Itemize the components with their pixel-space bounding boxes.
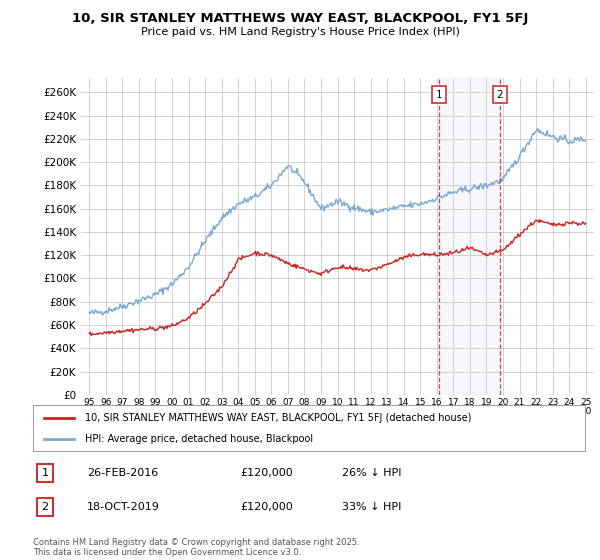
Text: 26-FEB-2016: 26-FEB-2016 [87,468,158,478]
Text: 18-OCT-2019: 18-OCT-2019 [87,502,160,512]
Text: 2: 2 [496,90,503,100]
Text: 33% ↓ HPI: 33% ↓ HPI [342,502,401,512]
Text: HPI: Average price, detached house, Blackpool: HPI: Average price, detached house, Blac… [85,434,314,444]
Text: 1: 1 [41,468,49,478]
Text: £120,000: £120,000 [240,468,293,478]
Bar [439,78,500,395]
Text: 10, SIR STANLEY MATTHEWS WAY EAST, BLACKPOOL, FY1 5FJ: 10, SIR STANLEY MATTHEWS WAY EAST, BLACK… [72,12,528,25]
Text: 26% ↓ HPI: 26% ↓ HPI [342,468,401,478]
Text: 10, SIR STANLEY MATTHEWS WAY EAST, BLACKPOOL, FY1 5FJ (detached house): 10, SIR STANLEY MATTHEWS WAY EAST, BLACK… [85,413,472,423]
Text: 2: 2 [41,502,49,512]
Text: Price paid vs. HM Land Registry's House Price Index (HPI): Price paid vs. HM Land Registry's House … [140,27,460,37]
Text: £120,000: £120,000 [240,502,293,512]
Text: 1: 1 [436,90,443,100]
Text: Contains HM Land Registry data © Crown copyright and database right 2025.
This d: Contains HM Land Registry data © Crown c… [33,538,359,557]
